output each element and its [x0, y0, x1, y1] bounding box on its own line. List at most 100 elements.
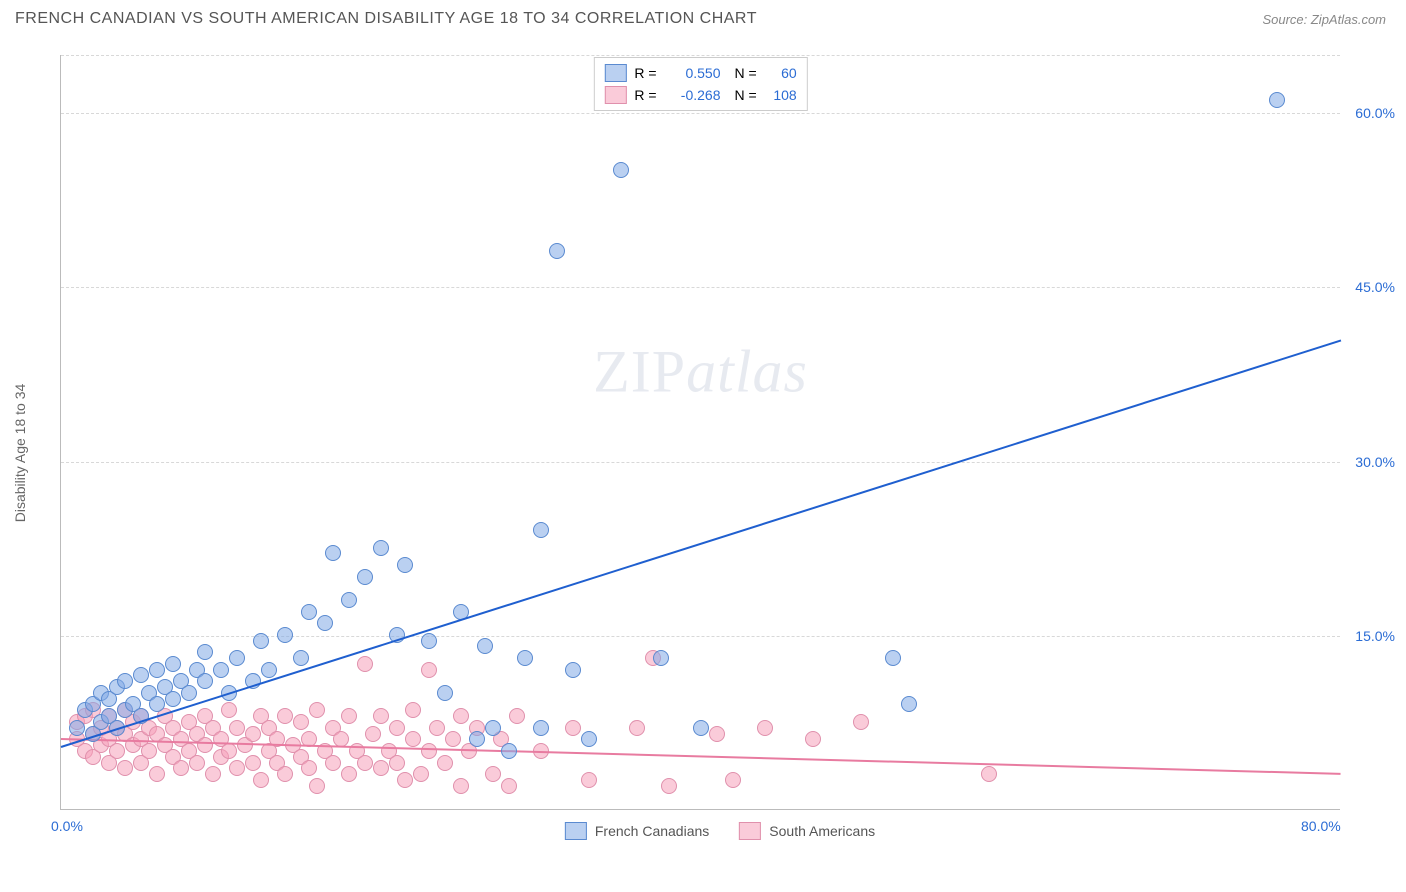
data-point-french-canadian: [277, 627, 293, 643]
data-point-south-american: [429, 720, 445, 736]
x-tick-label: 0.0%: [51, 818, 83, 834]
data-point-south-american: [277, 708, 293, 724]
data-point-south-american: [325, 755, 341, 771]
data-point-french-canadian: [533, 522, 549, 538]
data-point-south-american: [437, 755, 453, 771]
data-point-south-american: [453, 778, 469, 794]
data-point-south-american: [445, 731, 461, 747]
gridline: [61, 287, 1340, 288]
data-point-south-american: [981, 766, 997, 782]
data-point-french-canadian: [357, 569, 373, 585]
data-point-south-american: [341, 708, 357, 724]
data-point-french-canadian: [181, 685, 197, 701]
trendline-french-canadian: [61, 340, 1342, 748]
data-point-south-american: [581, 772, 597, 788]
data-point-french-canadian: [229, 650, 245, 666]
y-axis-label: Disability Age 18 to 34: [12, 384, 28, 523]
y-tick-label: 15.0%: [1355, 628, 1395, 644]
data-point-south-american: [709, 726, 725, 742]
data-point-south-american: [293, 714, 309, 730]
data-point-south-american: [357, 755, 373, 771]
correlation-legend: R = 0.550 N = 60 R = -0.268 N = 108: [593, 57, 807, 111]
watermark: ZIPatlas: [593, 337, 808, 406]
data-point-french-canadian: [885, 650, 901, 666]
data-point-south-american: [229, 760, 245, 776]
data-point-south-american: [309, 778, 325, 794]
data-point-south-american: [421, 743, 437, 759]
r-label-b: R =: [634, 87, 656, 103]
data-point-french-canadian: [397, 557, 413, 573]
n-label-a: N =: [735, 65, 757, 81]
r-value-a: 0.550: [665, 65, 721, 81]
data-point-french-canadian: [341, 592, 357, 608]
plot-area: ZIPatlas R = 0.550 N = 60 R = -0.268 N =…: [60, 55, 1340, 810]
data-point-south-american: [189, 755, 205, 771]
data-point-south-american: [413, 766, 429, 782]
data-point-french-canadian: [317, 615, 333, 631]
data-point-french-canadian: [197, 673, 213, 689]
data-point-south-american: [253, 772, 269, 788]
data-point-south-american: [109, 743, 125, 759]
data-point-south-american: [661, 778, 677, 794]
y-tick-label: 30.0%: [1355, 454, 1395, 470]
data-point-french-canadian: [485, 720, 501, 736]
legend-label-b: South Americans: [769, 823, 875, 839]
data-point-south-american: [453, 708, 469, 724]
data-point-south-american: [397, 772, 413, 788]
data-point-french-canadian: [197, 644, 213, 660]
data-point-french-canadian: [373, 540, 389, 556]
data-point-south-american: [173, 760, 189, 776]
data-point-french-canadian: [581, 731, 597, 747]
data-point-south-american: [365, 726, 381, 742]
gridline: [61, 462, 1340, 463]
data-point-south-american: [149, 766, 165, 782]
data-point-french-canadian: [517, 650, 533, 666]
data-point-south-american: [141, 743, 157, 759]
data-point-french-canadian: [549, 243, 565, 259]
data-point-south-american: [357, 656, 373, 672]
data-point-south-american: [229, 720, 245, 736]
data-point-south-american: [221, 743, 237, 759]
data-point-south-american: [373, 708, 389, 724]
data-point-french-canadian: [1269, 92, 1285, 108]
data-point-french-canadian: [693, 720, 709, 736]
data-point-south-american: [245, 755, 261, 771]
data-point-french-canadian: [325, 545, 341, 561]
data-point-south-american: [805, 731, 821, 747]
n-value-a: 60: [765, 65, 797, 81]
data-point-french-canadian: [565, 662, 581, 678]
legend-item-a: French Canadians: [565, 822, 709, 840]
data-point-french-canadian: [293, 650, 309, 666]
data-point-south-american: [277, 766, 293, 782]
data-point-south-american: [117, 760, 133, 776]
watermark-atlas: atlas: [686, 338, 808, 404]
data-point-south-american: [373, 760, 389, 776]
data-point-french-canadian: [133, 667, 149, 683]
data-point-south-american: [509, 708, 525, 724]
watermark-zip: ZIP: [593, 338, 686, 404]
chart-title: FRENCH CANADIAN VS SOUTH AMERICAN DISABI…: [15, 10, 757, 28]
legend-swatch-a2: [565, 822, 587, 840]
data-point-french-canadian: [613, 162, 629, 178]
n-label-b: N =: [735, 87, 757, 103]
data-point-south-american: [221, 702, 237, 718]
data-point-french-canadian: [421, 633, 437, 649]
data-point-french-canadian: [149, 696, 165, 712]
data-point-french-canadian: [301, 604, 317, 620]
data-point-south-american: [421, 662, 437, 678]
legend-swatch-b2: [739, 822, 761, 840]
data-point-south-american: [245, 726, 261, 742]
data-point-french-canadian: [901, 696, 917, 712]
data-point-south-american: [485, 766, 501, 782]
data-point-french-canadian: [501, 743, 517, 759]
data-point-south-american: [501, 778, 517, 794]
data-point-french-canadian: [165, 691, 181, 707]
y-tick-label: 60.0%: [1355, 105, 1395, 121]
x-tick-label: 80.0%: [1301, 818, 1341, 834]
data-point-south-american: [565, 720, 581, 736]
legend-row-a: R = 0.550 N = 60: [604, 62, 796, 84]
gridline: [61, 113, 1340, 114]
legend-label-a: French Canadians: [595, 823, 709, 839]
n-value-b: 108: [765, 87, 797, 103]
r-label-a: R =: [634, 65, 656, 81]
